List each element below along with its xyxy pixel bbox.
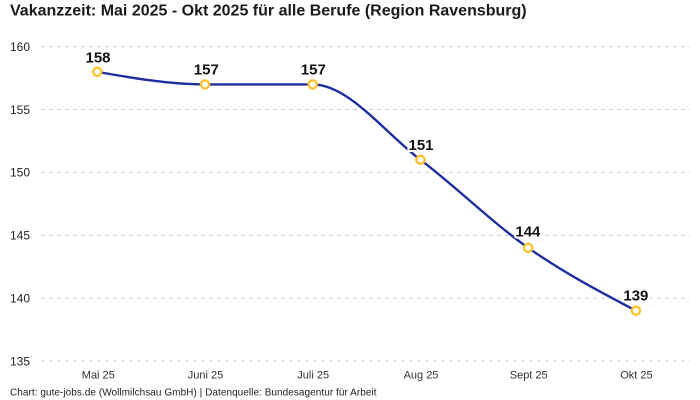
svg-text:158: 158: [85, 49, 110, 66]
svg-text:Okt 25: Okt 25: [620, 369, 652, 381]
svg-text:140: 140: [10, 291, 30, 305]
svg-text:145: 145: [10, 229, 30, 243]
svg-text:151: 151: [408, 137, 433, 154]
svg-text:Mai 25: Mai 25: [82, 369, 115, 381]
svg-text:Juli 25: Juli 25: [297, 369, 329, 381]
svg-text:Juni 25: Juni 25: [188, 369, 223, 381]
svg-text:157: 157: [194, 62, 219, 79]
svg-text:144: 144: [515, 224, 541, 241]
svg-text:Vakanzzeit: Mai 2025 - Okt 202: Vakanzzeit: Mai 2025 - Okt 2025 für alle…: [10, 3, 527, 20]
svg-text:160: 160: [10, 40, 30, 54]
svg-text:Aug 25: Aug 25: [404, 369, 439, 381]
svg-text:150: 150: [10, 166, 30, 180]
svg-text:Sept 25: Sept 25: [510, 369, 548, 381]
svg-text:155: 155: [10, 103, 30, 117]
svg-text:139: 139: [623, 287, 648, 304]
svg-text:157: 157: [301, 62, 326, 79]
svg-text:135: 135: [10, 354, 30, 368]
svg-text:Chart: gute-jobs.de (Wollmilch: Chart: gute-jobs.de (Wollmilchsau GmbH) …: [10, 387, 377, 398]
